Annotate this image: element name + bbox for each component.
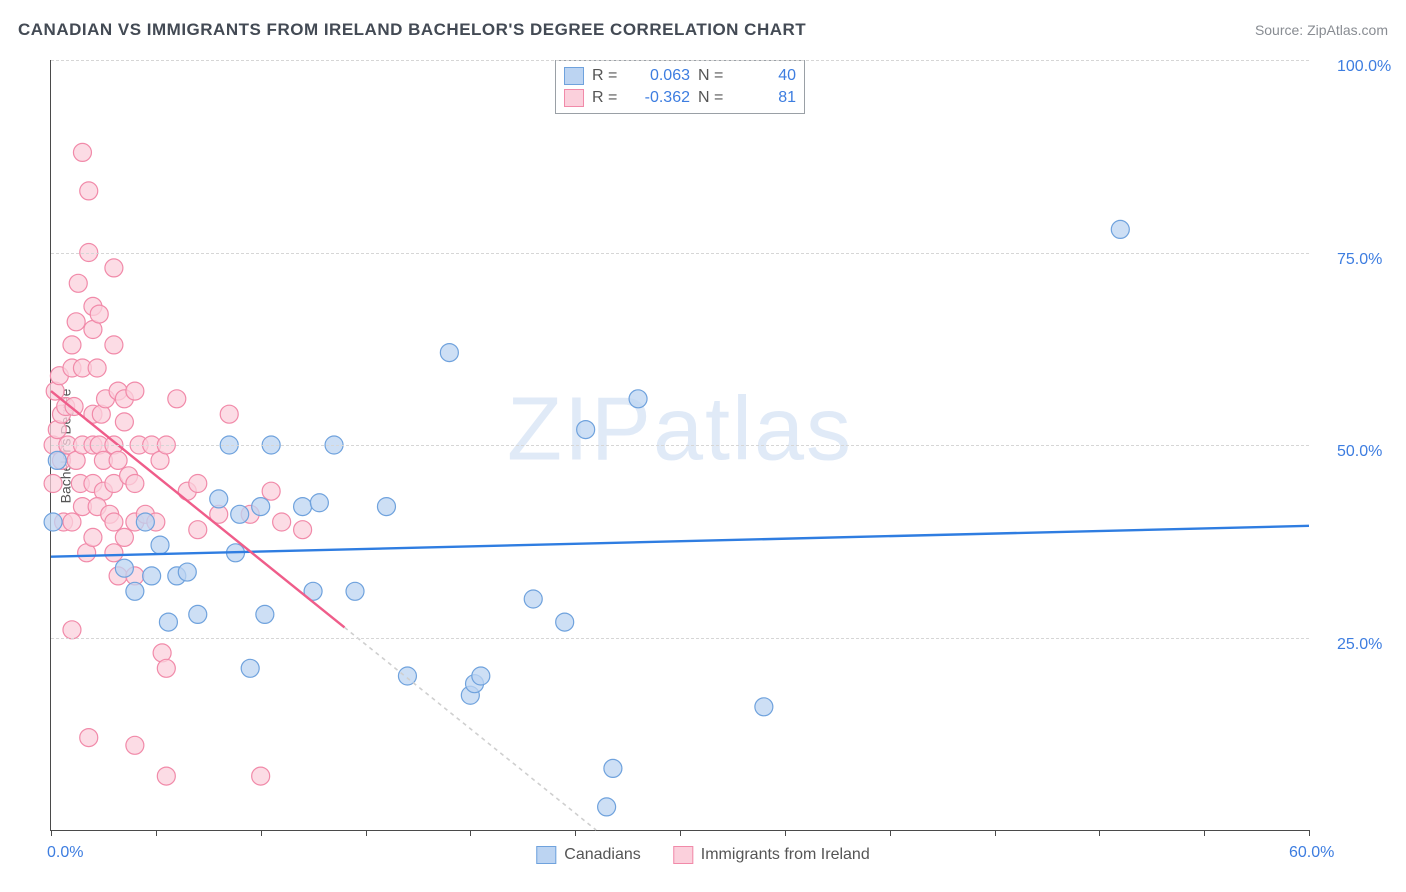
series-legend: Canadians Immigrants from Ireland [536, 846, 869, 864]
y-tick-label: 25.0% [1337, 636, 1382, 654]
y-tick-label: 100.0% [1337, 58, 1391, 76]
y-tick-label: 75.0% [1337, 251, 1382, 269]
y-tick-label: 50.0% [1337, 443, 1382, 461]
plot-area: ZIPatlas R = 0.063 N = 40 R = -0.362 N =… [50, 60, 1309, 831]
legend-label-immigrants: Immigrants from Ireland [701, 846, 870, 864]
legend-item-immigrants: Immigrants from Ireland [673, 846, 870, 864]
source-name: ZipAtlas.com [1307, 22, 1388, 38]
source-prefix: Source: [1255, 22, 1307, 38]
legend-item-canadians: Canadians [536, 846, 641, 864]
source-attribution: Source: ZipAtlas.com [1255, 22, 1388, 38]
legend-swatch-canadians [536, 846, 556, 864]
x-tick-label: 0.0% [47, 844, 83, 862]
x-tick-label: 60.0% [1289, 844, 1334, 862]
legend-label-canadians: Canadians [564, 846, 641, 864]
legend-swatch-immigrants [673, 846, 693, 864]
chart-title: CANADIAN VS IMMIGRANTS FROM IRELAND BACH… [18, 20, 806, 40]
